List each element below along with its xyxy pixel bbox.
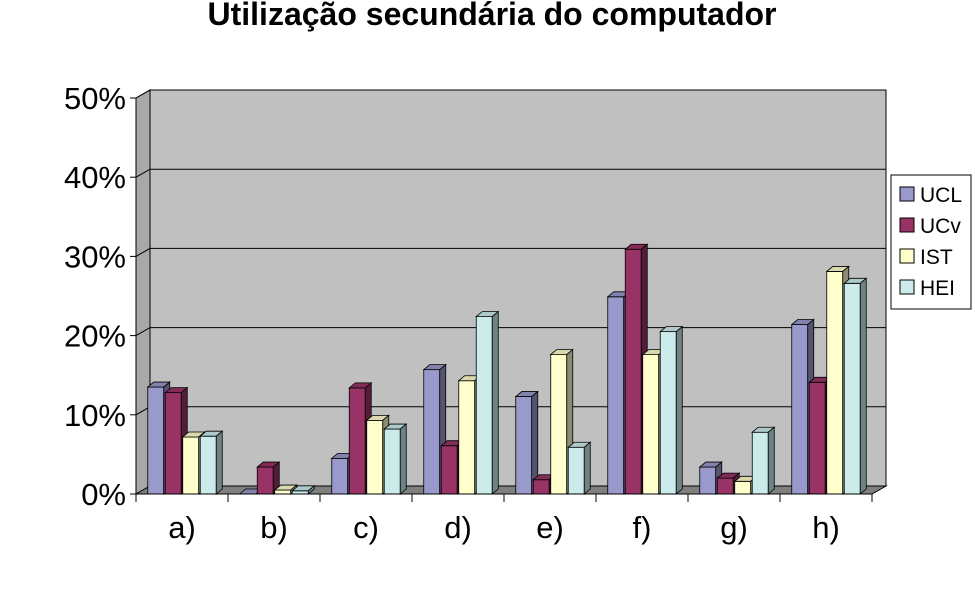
gridline [135, 168, 886, 178]
legend-label: UCL [920, 184, 962, 207]
bar-front [607, 296, 625, 495]
legend-swatch [899, 279, 915, 295]
x-tick-label: g) [720, 510, 748, 545]
bar-front [423, 369, 441, 495]
bar-front [843, 282, 861, 495]
bar-front [440, 445, 458, 495]
bar-HEI-3 [475, 310, 500, 495]
axes: 0% 10% 20% 30% 40% 50% a) b) c) d) e) f) g) h) [64, 81, 873, 545]
bar-HEI-0 [199, 430, 224, 495]
bar-side [767, 426, 775, 495]
bar-front [567, 446, 585, 495]
legend-swatch [899, 248, 915, 264]
bar-front [383, 428, 401, 495]
bar-HEI-2 [383, 423, 408, 495]
y-tick-label: 10% [64, 398, 126, 433]
bar-front [147, 386, 165, 495]
bar-front [256, 466, 274, 495]
bar-side [491, 310, 499, 495]
legend-swatch [899, 217, 915, 233]
bar-side [307, 484, 315, 495]
bar-front [642, 354, 660, 495]
bar-side [675, 325, 683, 495]
bar-front [624, 248, 642, 495]
bar-front [515, 396, 533, 495]
bar-front [164, 392, 182, 495]
bar-front [808, 381, 826, 495]
bar-front [659, 331, 677, 495]
bar-front [199, 435, 217, 495]
bar-front [532, 479, 550, 495]
bar-front [751, 431, 769, 495]
legend-label: UCv [920, 215, 961, 238]
bar-HEI-6 [751, 426, 776, 495]
x-tick-label: f) [633, 510, 652, 545]
bar-UCv-1 [256, 461, 281, 495]
x-tick-label: h) [812, 510, 840, 545]
bar-front [791, 324, 809, 495]
bar-front [699, 466, 717, 495]
bar-front [458, 380, 476, 495]
y-tick-label: 30% [64, 239, 126, 274]
bar-side [583, 441, 591, 495]
bar-front [826, 271, 844, 495]
bar-front [274, 489, 292, 495]
x-tick-label: b) [260, 510, 288, 545]
bar-front [475, 316, 493, 495]
y-tick-label: 40% [64, 160, 126, 195]
legend: UCL UCv IST HEI [890, 174, 972, 310]
bar-HEI-4 [567, 441, 592, 495]
bar-front [716, 477, 734, 495]
x-tick-label: d) [444, 510, 472, 545]
bar-side [859, 277, 867, 495]
bar-HEI-5 [659, 325, 684, 495]
x-tick-label: e) [536, 510, 564, 545]
bar-side [215, 430, 223, 495]
bar-HEI-7 [843, 277, 868, 495]
y-tick-label: 20% [64, 319, 126, 354]
bars [146, 243, 868, 495]
gridline [135, 89, 886, 99]
y-tick-label: 0% [81, 477, 126, 512]
bar-front [734, 480, 752, 495]
bar-front [366, 419, 384, 495]
bar-front [331, 457, 349, 495]
y-tick-label: 50% [64, 81, 126, 116]
chart-title: Utilização secundária do computador [208, 0, 777, 32]
legend-swatch [899, 186, 915, 202]
bar-front [550, 354, 568, 495]
bar-HEI-1 [291, 484, 316, 495]
x-tick-label: c) [353, 510, 379, 545]
bar-IST-1 [273, 484, 298, 495]
legend-label: IST [920, 246, 953, 269]
bar-front [182, 436, 200, 495]
x-tick-label: a) [168, 510, 196, 545]
legend-label: HEI [920, 277, 955, 300]
bar-front [348, 387, 366, 495]
bar-side [399, 423, 407, 495]
